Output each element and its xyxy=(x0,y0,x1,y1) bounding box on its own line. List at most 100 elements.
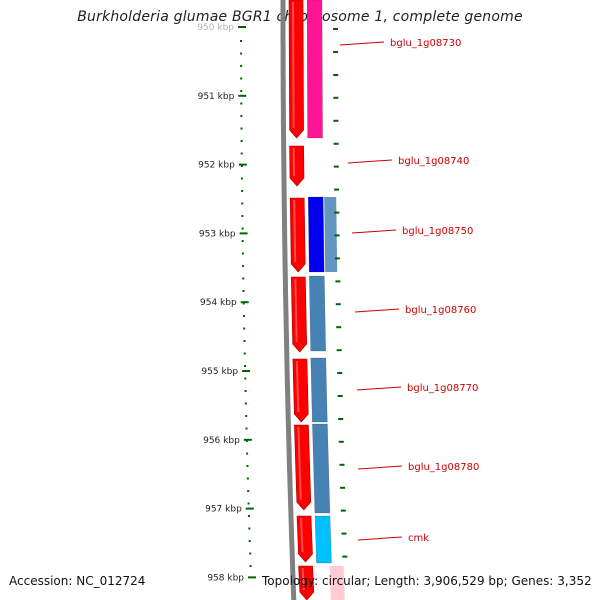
outer-dash xyxy=(336,326,342,329)
gene-label: bglu_1g08750 xyxy=(402,226,473,237)
gc-dot xyxy=(248,527,251,530)
gc-dot xyxy=(248,540,251,542)
gene-leader-line xyxy=(354,308,400,313)
gc-dot xyxy=(242,290,245,292)
outer-dash xyxy=(333,28,338,30)
gc-dot xyxy=(241,227,244,230)
gene-leader-line xyxy=(347,159,393,164)
outer-dash xyxy=(333,74,339,76)
gene-label: bglu_1g08760 xyxy=(405,305,476,316)
gc-dot xyxy=(242,265,245,267)
gc-dot xyxy=(241,252,244,255)
gc-dot xyxy=(243,340,246,342)
gene-label-group: bglu_1g08730 bglu_1g08740 bglu_1g08750bglu… xyxy=(339,38,479,544)
gc-dot xyxy=(247,502,250,505)
gene-block xyxy=(312,423,331,514)
tick-label: 956 kbp xyxy=(203,436,240,446)
outer-dash xyxy=(339,463,345,466)
tick-label: 952 kbp xyxy=(198,161,235,171)
gc-dot xyxy=(247,490,250,492)
gene-block xyxy=(309,275,326,352)
gene-label: bglu_1g08780 xyxy=(408,462,479,473)
gc-dot xyxy=(246,452,249,455)
gene-block xyxy=(306,0,323,139)
gene-leader-line xyxy=(351,229,397,234)
gc-dot xyxy=(241,202,244,205)
gc-dot xyxy=(246,477,249,480)
gene-label: cmk xyxy=(408,533,429,544)
gc-dot xyxy=(240,102,243,105)
gc-dot xyxy=(244,390,247,392)
gc-dot xyxy=(242,277,245,280)
cds-arrow xyxy=(294,424,312,511)
gc-dot xyxy=(244,402,247,405)
gc-dot xyxy=(249,552,252,555)
outer-dash xyxy=(336,349,342,352)
tick-label: 957 kbp xyxy=(205,505,242,515)
outer-dash xyxy=(334,211,340,214)
outer-dash xyxy=(335,303,341,306)
outer-dash xyxy=(341,532,347,535)
gene-label: bglu_1g08730 xyxy=(390,38,461,49)
tick-label: 953 kbp xyxy=(199,229,236,239)
cds-highlight xyxy=(295,360,300,413)
gc-dot xyxy=(240,127,243,130)
gene-block xyxy=(310,357,328,423)
cds-arrow xyxy=(290,276,308,353)
outer-dash xyxy=(340,509,346,512)
outer-dash xyxy=(333,119,339,122)
gc-dot xyxy=(243,352,246,355)
cds-track xyxy=(288,0,315,600)
outer-dash xyxy=(334,234,340,237)
gc-dot xyxy=(241,215,244,217)
outer-dash xyxy=(337,395,343,397)
gc-dot xyxy=(243,315,245,317)
gc-dot xyxy=(245,440,248,442)
gc-dot xyxy=(240,65,243,67)
gc-dot xyxy=(242,302,245,305)
tick-label: 955 kbp xyxy=(201,367,238,377)
gene-block xyxy=(314,515,332,564)
tick-label: 951 kbp xyxy=(198,92,235,102)
gene-leader-line xyxy=(357,536,403,541)
gc-dot xyxy=(240,115,243,117)
gc-dot xyxy=(244,377,247,380)
gene-block xyxy=(307,196,325,273)
gc-dot xyxy=(245,427,248,430)
outer-dash xyxy=(338,418,344,420)
cds-arrow xyxy=(292,358,309,423)
outer-dash xyxy=(340,486,346,489)
outer-dash xyxy=(333,142,339,145)
cds-highlight xyxy=(300,517,304,553)
gc-dot xyxy=(243,327,246,330)
gene-block-faint xyxy=(329,566,345,600)
outer-dash xyxy=(337,372,343,374)
cds-arrow xyxy=(296,515,313,563)
outer-dash xyxy=(333,165,339,168)
cds-highlight xyxy=(297,426,302,501)
gc-dot xyxy=(246,465,249,467)
gc-dot xyxy=(240,52,243,55)
outer-dash xyxy=(335,257,340,260)
cds-arrow xyxy=(289,145,305,187)
cds-highlight xyxy=(292,1,295,129)
gene-track xyxy=(306,0,345,600)
gc-dot xyxy=(245,415,248,417)
gc-dot xyxy=(240,152,243,155)
outer-dash xyxy=(334,188,340,191)
gene-leader-line xyxy=(339,41,385,46)
gc-dot xyxy=(249,565,252,567)
gc-dot xyxy=(240,140,243,142)
gc-dot xyxy=(240,177,243,180)
gc-dot xyxy=(241,190,244,192)
outer-dash xyxy=(342,555,348,558)
cds-arrow xyxy=(288,0,304,139)
outer-dash xyxy=(338,440,344,443)
outer-dash xyxy=(333,96,339,99)
gene-label: bglu_1g08770 xyxy=(407,383,478,394)
cds-highlight xyxy=(301,567,305,591)
gc-dot xyxy=(240,90,243,92)
chromosome-backbone xyxy=(280,0,297,600)
